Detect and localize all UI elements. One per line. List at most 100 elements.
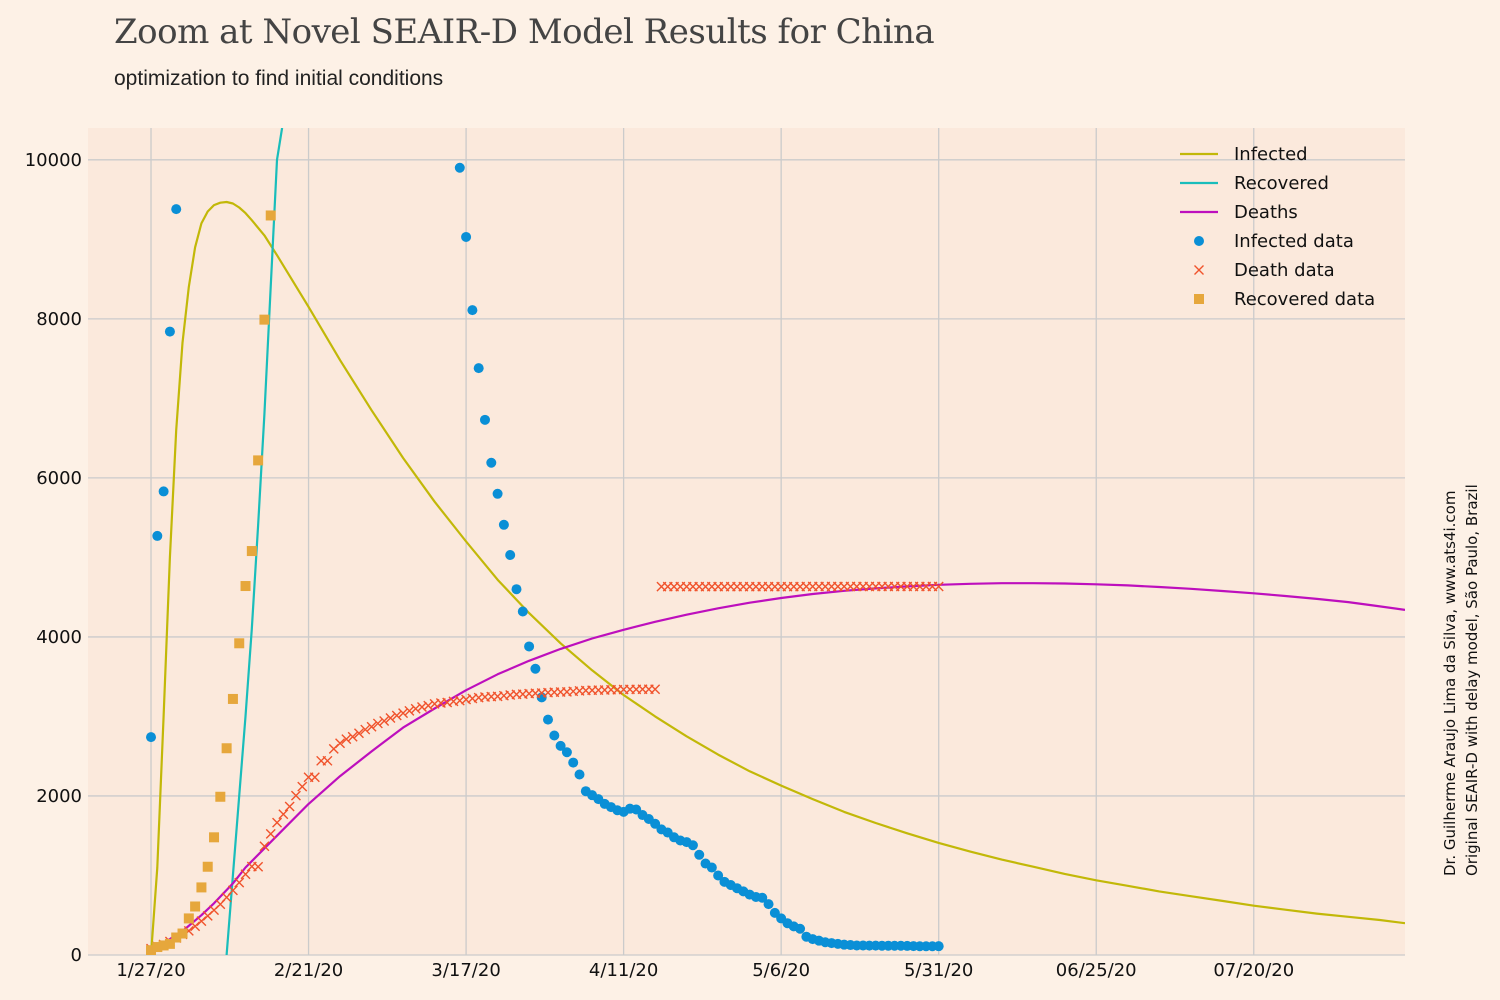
legend: Infected Recovered Deaths Infected data Deat…	[1180, 144, 1375, 310]
death-data-point	[404, 705, 415, 716]
axis-tick-labels: 1/27/20 2/21/20 3/17/20 4/11/20 5/6/20 5/31/2…	[25, 150, 1294, 981]
infected-data-point	[574, 769, 585, 780]
x-tick-label: 5/6/20	[752, 960, 810, 981]
recovered-data-series	[146, 210, 276, 955]
recovered-data-point	[158, 940, 169, 951]
death-data-point	[265, 828, 276, 839]
infected-data-point	[713, 870, 724, 881]
death-data-point	[272, 817, 283, 828]
infected-data-point	[933, 941, 944, 952]
infected-data-point	[511, 584, 522, 595]
recovered-data-point	[177, 928, 188, 939]
legend-label: Recovered data	[1234, 289, 1375, 310]
infected-data-point	[757, 892, 768, 903]
x-tick-label: 2/21/20	[274, 960, 343, 981]
y-tick-label: 10000	[25, 150, 82, 171]
recovered-series	[225, 128, 284, 955]
deaths-series	[150, 582, 1405, 949]
recovered-line	[225, 128, 284, 955]
infected-data-point	[473, 363, 484, 374]
deaths-line	[150, 582, 1405, 949]
legend-label: Infected data	[1234, 231, 1354, 252]
recovered-data-point	[196, 882, 207, 893]
infected-data-point	[171, 204, 182, 215]
recovered-data-point	[234, 638, 245, 649]
y-tick-label: 4000	[36, 627, 82, 648]
infected-data-point	[694, 849, 705, 860]
y-tick-label: 6000	[36, 468, 82, 489]
death-data-point	[398, 708, 409, 719]
death-data-point	[284, 801, 295, 812]
x-tick-label: 3/17/20	[431, 960, 500, 981]
death-data-point	[335, 738, 346, 749]
recovered-data-point	[146, 945, 157, 955]
death-data-point	[366, 721, 377, 732]
death-data-point	[297, 781, 308, 792]
plot-background	[88, 128, 1405, 955]
series-layer	[146, 128, 1405, 955]
recovered-data-point	[246, 546, 257, 557]
death-data-point	[253, 861, 264, 872]
x-tick-label: 4/11/20	[589, 960, 658, 981]
legend-label: Infected	[1234, 144, 1308, 165]
infected-data-point	[543, 714, 554, 725]
infected-data-point	[795, 923, 806, 934]
infected-data-point	[505, 550, 516, 561]
infected-data-point	[454, 162, 465, 173]
x-tick-label: 1/27/20	[116, 960, 185, 981]
y-tick-label: 8000	[36, 309, 82, 330]
x-tick-label: 07/20/20	[1213, 960, 1294, 981]
y-tick-label: 2000	[36, 786, 82, 807]
death-data-series	[146, 581, 944, 954]
infected-data-point	[763, 899, 774, 910]
death-data-point	[353, 728, 364, 739]
infected-line	[149, 200, 1405, 955]
death-data-point	[278, 809, 289, 820]
infected-data-point	[486, 457, 497, 468]
infected-data-point	[524, 641, 535, 652]
legend-item-recovered-data: Recovered data	[1194, 289, 1375, 310]
x-tick-label: 06/25/20	[1056, 960, 1137, 981]
infected-data-point	[164, 326, 175, 337]
chart-subtitle: optimization to find initial conditions	[114, 67, 444, 90]
death-data-point	[372, 718, 383, 729]
grid-lines	[88, 128, 1405, 956]
infected-data-point	[467, 305, 478, 316]
legend-item-infected-data: Infected data	[1194, 231, 1354, 252]
recovered-data-point	[215, 791, 226, 802]
x-tick-label: 5/31/20	[904, 960, 973, 981]
recovered-data-point	[183, 913, 194, 924]
death-data-point	[347, 731, 358, 742]
death-data-point	[385, 712, 396, 723]
death-data-point	[379, 715, 390, 726]
infected-data-point	[549, 730, 560, 741]
death-data-point	[240, 869, 251, 880]
legend-label: Deaths	[1234, 202, 1298, 223]
legend-circle-marker	[1194, 236, 1204, 246]
infected-data-point	[498, 519, 509, 530]
recovered-data-point	[171, 932, 182, 943]
legend-square-marker	[1194, 294, 1204, 304]
legend-item-deaths: Deaths	[1180, 202, 1298, 223]
recovered-data-point	[202, 861, 213, 872]
infected-data-point	[492, 488, 503, 499]
recovered-data-point	[164, 938, 175, 949]
credit-text: Dr. Guilherme Araujo Lima da Silva, www.…	[1441, 484, 1481, 876]
death-data-point	[196, 916, 207, 927]
death-data-point	[360, 724, 371, 735]
recovered-data-point	[240, 581, 251, 592]
infected-data-point	[517, 606, 528, 617]
legend-x-marker	[1194, 265, 1204, 275]
infected-data-point	[687, 840, 698, 851]
legend-item-death-data: Death data	[1194, 260, 1335, 281]
legend-item-infected: Infected	[1180, 144, 1308, 165]
recovered-data-point	[190, 901, 201, 912]
infected-data-point	[146, 732, 157, 743]
death-data-point	[416, 701, 427, 712]
infected-data-point	[158, 486, 169, 497]
recovered-data-point	[227, 693, 238, 704]
recovered-data-point	[221, 743, 232, 754]
infected-data-point	[479, 414, 490, 425]
credit-line-model: Original SEAIR-D with delay model, São P…	[1463, 484, 1481, 876]
